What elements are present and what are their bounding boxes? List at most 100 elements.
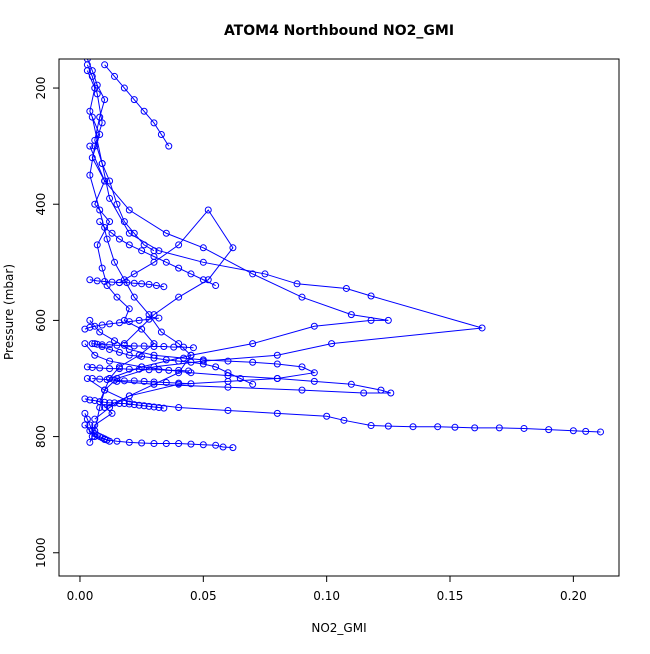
- data-point: [83, 415, 91, 423]
- data-point: [155, 404, 163, 412]
- data-point: [175, 241, 183, 249]
- data-point: [113, 200, 121, 208]
- data-point: [165, 366, 173, 374]
- data-point: [204, 206, 212, 214]
- data-point: [115, 235, 123, 243]
- data-point: [249, 380, 257, 388]
- data-point: [96, 218, 104, 226]
- data-point: [145, 315, 153, 323]
- data-point: [204, 276, 212, 284]
- data-point: [125, 229, 133, 237]
- data-point: [187, 351, 195, 359]
- data-point: [113, 293, 121, 301]
- data-point: [96, 113, 104, 121]
- data-point: [152, 282, 160, 290]
- data-point: [111, 399, 119, 407]
- data-point: [86, 171, 94, 179]
- data-point: [115, 399, 123, 407]
- data-point: [150, 119, 158, 127]
- series-line-2: [89, 145, 389, 379]
- data-point: [298, 386, 306, 394]
- data-point: [135, 316, 143, 324]
- data-point: [106, 177, 114, 185]
- data-point: [96, 398, 104, 406]
- data-point: [81, 325, 89, 333]
- data-point: [83, 59, 91, 63]
- data-point: [120, 84, 128, 92]
- x-tick-label: 0.00: [67, 589, 94, 603]
- data-point: [180, 343, 188, 351]
- data-point: [101, 61, 109, 69]
- data-point: [120, 377, 128, 385]
- x-tick-label: 0.10: [313, 589, 340, 603]
- data-point: [86, 276, 94, 284]
- data-point: [495, 424, 503, 432]
- data-point: [367, 422, 375, 430]
- data-point: [175, 369, 183, 377]
- data-point: [130, 377, 138, 385]
- data-point: [138, 352, 146, 360]
- series-line-8: [119, 209, 234, 344]
- data-point: [582, 427, 590, 435]
- data-point: [106, 194, 114, 202]
- data-point: [224, 406, 232, 414]
- data-point: [160, 343, 168, 351]
- data-point: [187, 358, 195, 366]
- data-point: [106, 437, 114, 445]
- data-point: [340, 416, 348, 424]
- series-line-11: [92, 343, 194, 349]
- data-point: [86, 438, 94, 446]
- data-point: [125, 305, 133, 313]
- data-point: [135, 365, 143, 373]
- data-point: [106, 341, 114, 349]
- data-point: [93, 340, 101, 348]
- data-point: [189, 344, 197, 352]
- data-point: [101, 386, 109, 394]
- data-point: [88, 67, 96, 75]
- data-point: [125, 318, 133, 326]
- data-point: [88, 363, 96, 371]
- data-point: [162, 379, 170, 387]
- data-point: [115, 348, 123, 356]
- data-point: [409, 423, 417, 431]
- data-point: [342, 284, 350, 292]
- data-point: [229, 444, 237, 452]
- data-point: [106, 399, 114, 407]
- data-point: [261, 270, 269, 278]
- data-point: [81, 409, 89, 417]
- data-point: [93, 90, 101, 98]
- data-point: [125, 241, 133, 249]
- data-point: [93, 277, 101, 285]
- data-point: [175, 379, 183, 387]
- data-point: [175, 264, 183, 272]
- y-tick-label: 600: [34, 309, 48, 332]
- data-point: [367, 292, 375, 300]
- y-tick-label: 1000: [34, 537, 48, 568]
- data-point: [236, 374, 244, 382]
- data-point: [108, 409, 116, 417]
- data-point: [434, 423, 442, 431]
- x-tick-label: 0.05: [190, 589, 217, 603]
- data-point: [111, 376, 119, 384]
- data-point: [224, 357, 232, 365]
- data-point: [175, 440, 183, 448]
- data-point: [91, 136, 99, 144]
- data-point: [212, 282, 220, 290]
- data-point: [88, 374, 96, 382]
- data-point: [91, 415, 99, 423]
- y-tick-label: 200: [34, 77, 48, 100]
- data-point: [140, 241, 148, 249]
- data-point: [224, 377, 232, 385]
- data-point: [471, 424, 479, 432]
- plot-frame: [58, 58, 620, 577]
- data-point: [145, 280, 153, 288]
- data-point: [130, 401, 138, 409]
- data-point: [138, 247, 146, 255]
- data-point: [249, 270, 257, 278]
- data-point: [113, 437, 121, 445]
- series-line-13: [89, 279, 164, 288]
- data-point: [162, 440, 170, 448]
- data-point: [150, 380, 158, 388]
- data-point: [175, 357, 183, 365]
